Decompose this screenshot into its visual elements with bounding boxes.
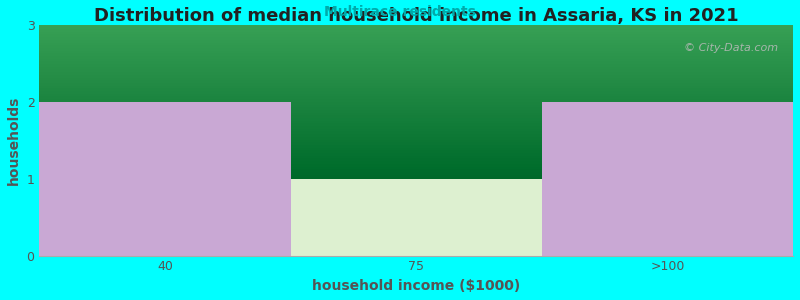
X-axis label: household income ($1000): household income ($1000): [312, 279, 520, 293]
Bar: [290, 179, 542, 256]
Title: Distribution of median household income in Assaria, KS in 2021: Distribution of median household income …: [94, 7, 738, 25]
Y-axis label: households: households: [7, 96, 21, 185]
Bar: [542, 102, 793, 256]
Text: © City-Data.com: © City-Data.com: [684, 44, 778, 53]
Bar: [39, 102, 290, 256]
Text: Multirace residents: Multirace residents: [324, 5, 476, 19]
